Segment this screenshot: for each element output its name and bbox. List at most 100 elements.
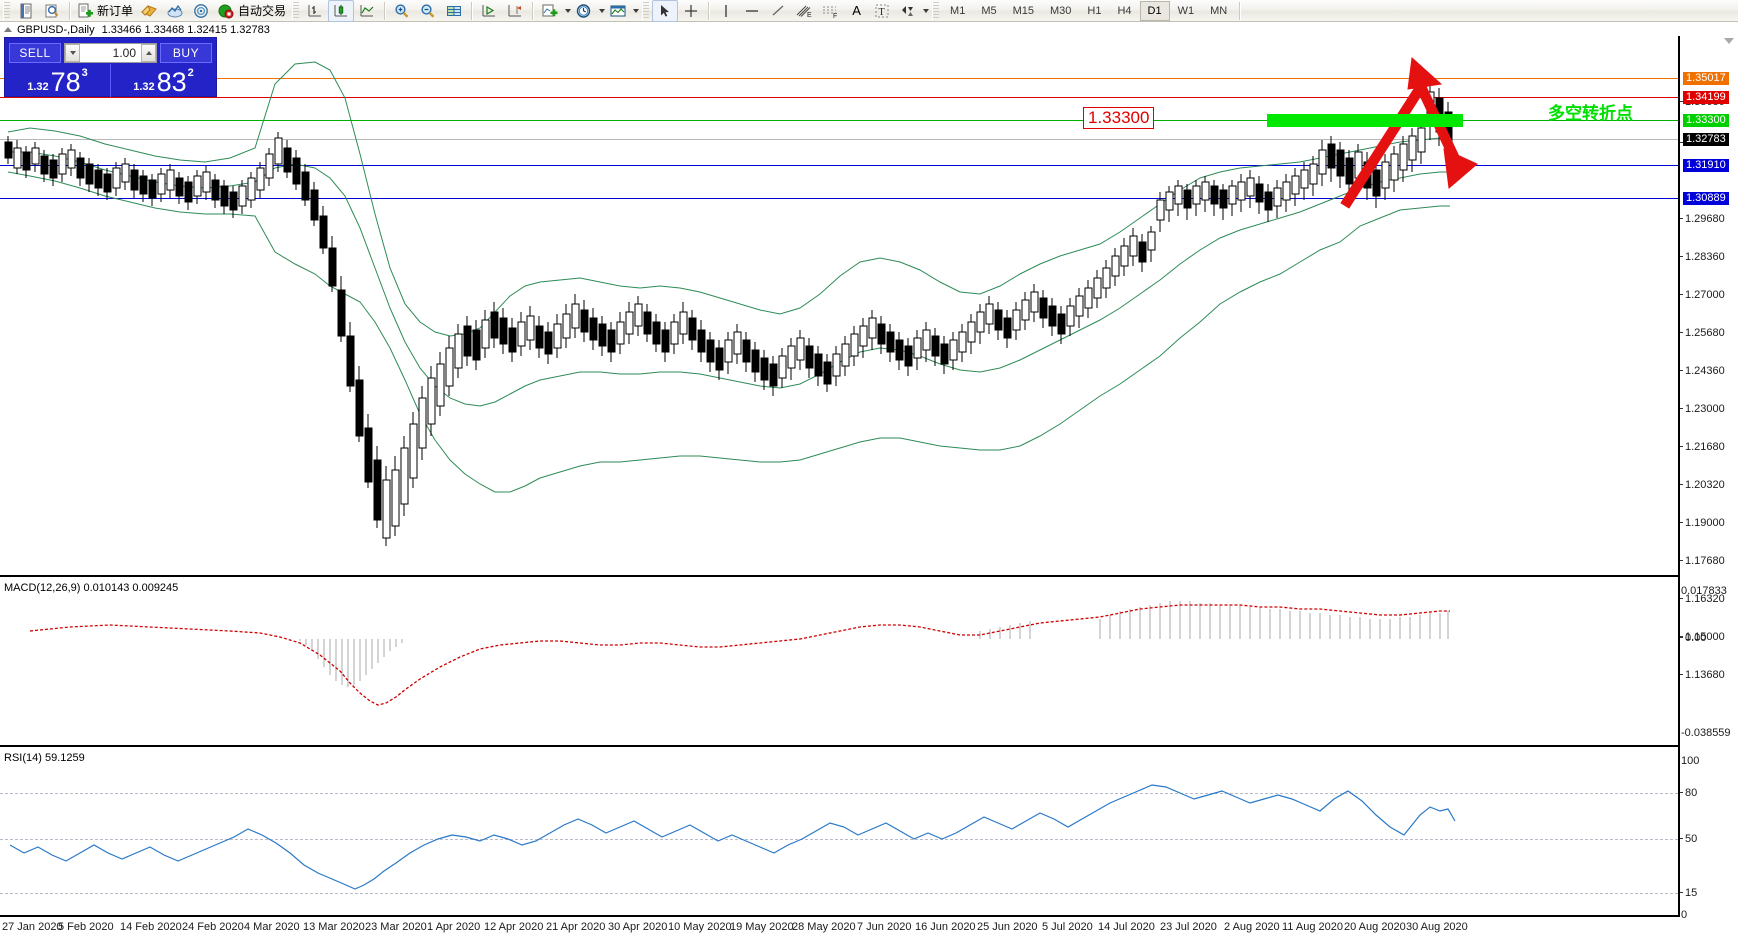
period-chevron-down-icon[interactable]	[599, 8, 606, 13]
chinese-note-label[interactable]: 多空转折点	[1548, 104, 1633, 124]
green-highlight-band[interactable]	[1267, 114, 1463, 127]
toolbar-separator-5	[708, 1, 710, 20]
data-grid-button[interactable]	[441, 0, 467, 22]
zoom-in-button[interactable]	[389, 0, 415, 22]
buy-quote[interactable]: 1.32 83 2	[110, 64, 216, 97]
timeframe-h4[interactable]: H4	[1117, 4, 1132, 17]
rsi-pane[interactable]: RSI(14) 59.1259	[0, 749, 1678, 917]
hline-131910[interactable]	[0, 165, 1678, 166]
line-chart-button[interactable]	[354, 0, 380, 22]
price-axis-divider	[1678, 36, 1680, 917]
horizontal-line-tool-button[interactable]	[739, 0, 765, 22]
period-clock-button[interactable]	[571, 0, 597, 22]
date-label: 13 Mar 2020	[303, 921, 365, 933]
date-label: 12 Apr 2020	[484, 921, 544, 933]
add-indicator-chevron-down-icon[interactable]	[565, 8, 572, 13]
crosshair-tool-button[interactable]	[678, 0, 704, 22]
date-scale[interactable]: 27 Jan 2020 5 Feb 2020 14 Feb 2020 24 Fe…	[0, 919, 1678, 937]
arrows-chevron-down-icon[interactable]	[923, 8, 930, 13]
volume-input[interactable]: 1.00	[64, 42, 157, 63]
indicators-button[interactable]	[162, 0, 188, 22]
bar-chart-button[interactable]	[302, 0, 328, 22]
timeframe-w1[interactable]: W1	[1177, 4, 1195, 17]
buy-price-point: 2	[187, 67, 194, 79]
rsi-tick: 80	[1680, 787, 1738, 799]
data-window-button[interactable]	[39, 0, 65, 22]
macd-tick: -0.038559	[1681, 727, 1731, 739]
terminal-button[interactable]	[13, 0, 39, 22]
timeframe-m30[interactable]: M30	[1050, 4, 1072, 17]
sell-button[interactable]: SELL	[9, 42, 61, 63]
hline-130889[interactable]	[0, 198, 1678, 199]
chart-area[interactable]: 1.33300 多空转折点 MACD(12,26,9) 0.010143 0.0…	[0, 36, 1738, 937]
sell-price-prefix: 1.32	[27, 81, 49, 93]
date-label: 30 Apr 2020	[608, 921, 668, 933]
equidistant-channel-tool-button[interactable]: E	[791, 0, 817, 22]
signals-button[interactable]	[188, 0, 214, 22]
autotrading-button[interactable]: 自动交易	[214, 0, 289, 22]
date-label: 25 Jun 2020	[977, 921, 1038, 933]
vertical-line-tool-button[interactable]	[713, 0, 739, 22]
timeframe-h1[interactable]: H1	[1087, 4, 1102, 17]
candlestick-chart-button[interactable]	[328, 0, 355, 22]
price-label-131910[interactable]: 1.31910	[1683, 159, 1729, 172]
collapse-triangle-icon[interactable]	[4, 27, 12, 32]
timeframe-m15[interactable]: M15	[1012, 4, 1034, 17]
macd-pane[interactable]: MACD(12,26,9) 0.010143 0.009245	[0, 579, 1678, 747]
expert-advisors-button[interactable]	[136, 0, 162, 22]
bollinger-middle-band	[8, 151, 1450, 407]
text-tool-button[interactable]: A	[843, 0, 869, 22]
volume-decrement-button[interactable]	[65, 43, 80, 62]
toolbar-grip[interactable]	[3, 1, 10, 20]
auto-scroll-button[interactable]	[502, 0, 528, 22]
templates-chevron-down-icon[interactable]	[633, 8, 640, 13]
main-price-pane[interactable]: 1.33300 多空转折点	[0, 36, 1678, 577]
date-label: 24 Feb 2020	[182, 921, 244, 933]
fibonacci-tool-button[interactable]: F	[817, 0, 843, 22]
price-candlestick-canvas	[4, 61, 1453, 546]
price-scale[interactable]: 1.33680 1.32360 1.29680 1.28360 1.27000 …	[1680, 36, 1738, 921]
toolbar-grip-4[interactable]	[932, 1, 940, 20]
new-order-button[interactable]: 新订单	[74, 0, 136, 22]
autotrading-label: 自动交易	[238, 4, 287, 18]
add-indicator-button[interactable]	[537, 0, 563, 22]
toolbar-grip-2[interactable]	[292, 1, 300, 20]
level-price-box[interactable]: 1.33300	[1083, 107, 1155, 129]
timeframe-d1[interactable]: D1	[1139, 0, 1170, 21]
price-label-130889[interactable]: 1.30889	[1683, 192, 1729, 205]
cursor-tool-button[interactable]	[652, 0, 679, 22]
date-label: 11 Aug 2020	[1282, 921, 1343, 933]
arrows-tool-button[interactable]	[895, 0, 921, 22]
svg-text:E: E	[807, 12, 812, 19]
hline-135017[interactable]	[0, 78, 1678, 79]
timeframe-m5[interactable]: M5	[981, 4, 997, 17]
date-label: 27 Jan 2020	[2, 921, 63, 933]
candle-series	[4, 82, 1453, 546]
hline-134199[interactable]	[0, 97, 1678, 98]
text-label-tool-button[interactable]: T	[869, 0, 895, 22]
one-click-trading-panel[interactable]: SELL 1.00 BUY 1.32 78 3 1.32 83 2	[4, 37, 217, 97]
toolbar-grip-3[interactable]	[642, 1, 650, 20]
price-label-135017[interactable]: 1.35017	[1683, 72, 1729, 85]
macd-tick: 0.017833	[1681, 585, 1727, 597]
price-label-134199[interactable]: 1.34199	[1683, 91, 1729, 104]
chart-shift-button[interactable]	[476, 0, 502, 22]
hline-133300[interactable]	[0, 120, 1678, 121]
date-label: 1 Apr 2020	[427, 921, 481, 933]
price-tick: 1.27000	[1680, 289, 1738, 301]
sell-quote[interactable]: 1.32 78 3	[5, 64, 110, 97]
volume-value[interactable]: 1.00	[112, 45, 136, 60]
volume-increment-button[interactable]	[141, 43, 156, 62]
price-label-133300[interactable]: 1.33300	[1683, 114, 1729, 127]
buy-button[interactable]: BUY	[160, 42, 212, 63]
zoom-out-button[interactable]	[415, 0, 441, 22]
timeframe-mn[interactable]: MN	[1210, 4, 1228, 17]
price-label-current[interactable]: 1.32783	[1683, 133, 1729, 146]
templates-button[interactable]	[605, 0, 631, 22]
bollinger-lower-band	[7, 171, 1450, 493]
new-order-label: 新订单	[97, 4, 134, 18]
timeframe-m1[interactable]: M1	[950, 4, 966, 17]
price-tick: 1.20320	[1680, 479, 1738, 491]
trendline-tool-button[interactable]	[765, 0, 791, 22]
hline-132783[interactable]	[0, 139, 1678, 140]
